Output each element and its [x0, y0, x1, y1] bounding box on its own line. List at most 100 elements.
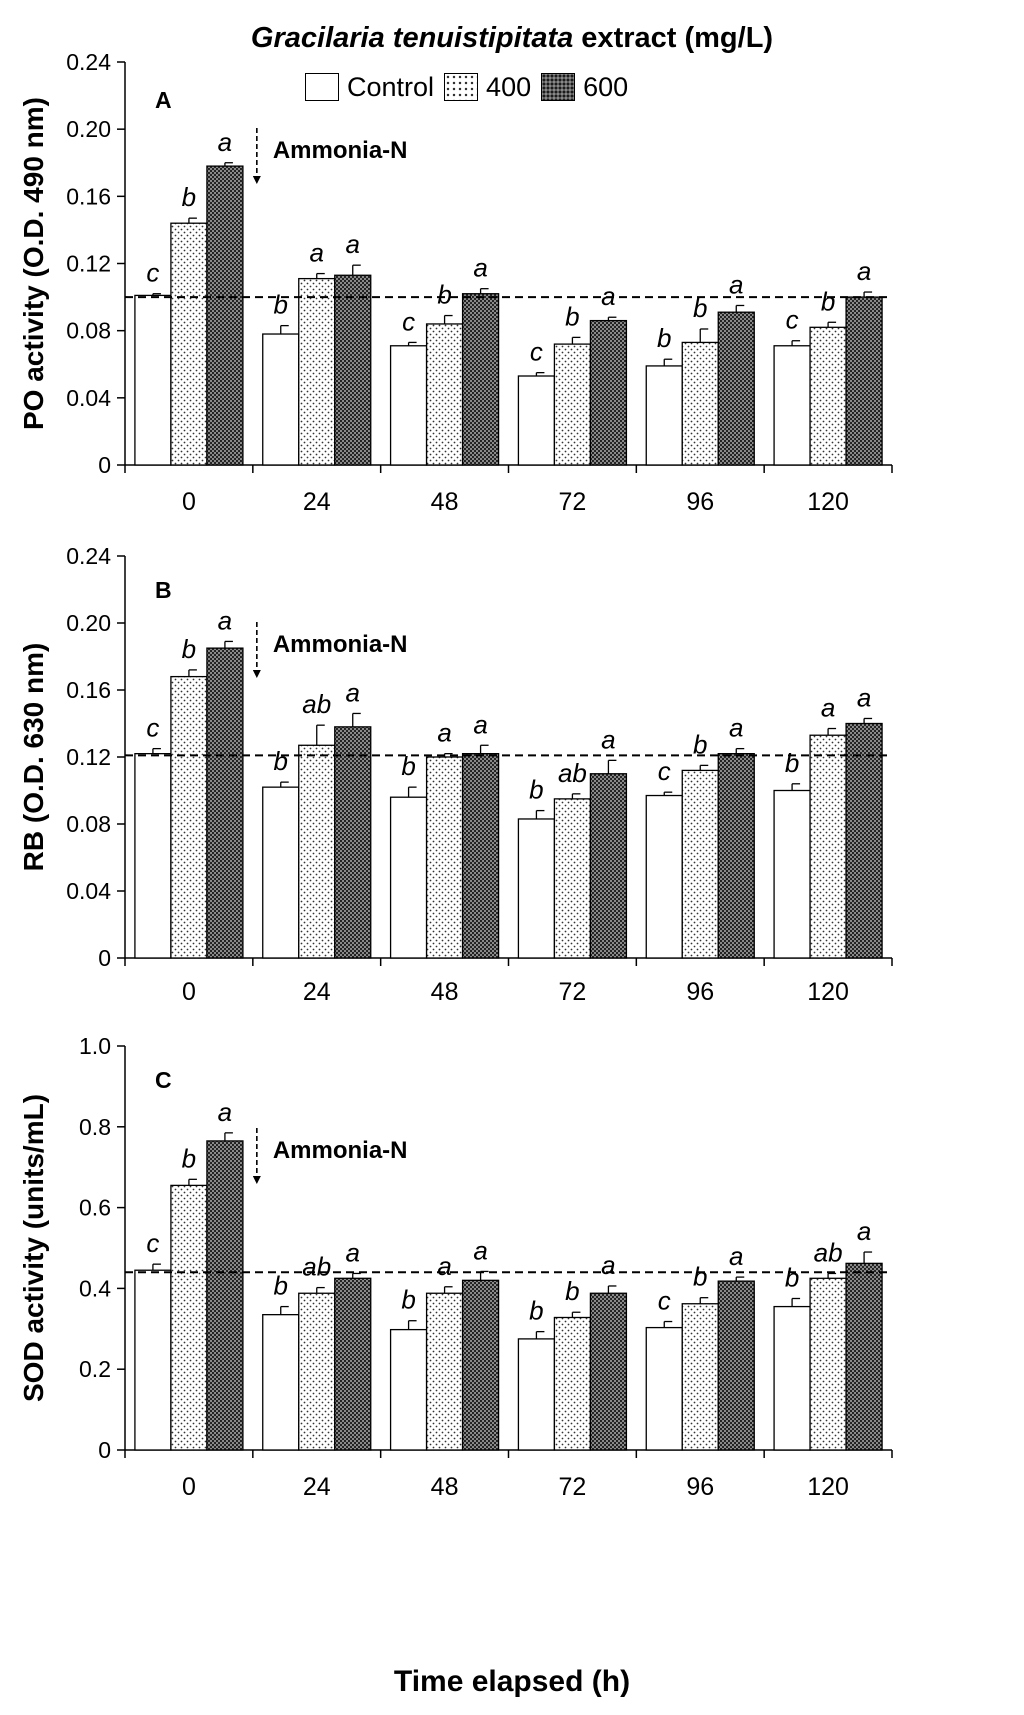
y-tick-label: 0.16 — [66, 183, 111, 209]
significance-letter: b — [182, 182, 196, 212]
significance-letter: b — [274, 746, 288, 776]
significance-letter: a — [601, 1250, 615, 1280]
significance-letter: b — [529, 775, 543, 805]
significance-letter: a — [310, 238, 324, 268]
significance-letter: b — [529, 1296, 543, 1326]
y-tick-label: 0.4 — [79, 1275, 111, 1301]
significance-letter: c — [146, 1228, 159, 1258]
bar-600 — [334, 1277, 372, 1451]
x-tick-label: 72 — [559, 1473, 587, 1501]
bar-600 — [845, 296, 883, 466]
x-tick-label: 0 — [182, 1473, 196, 1501]
significance-letter: a — [729, 713, 743, 743]
y-tick-label: 0.12 — [66, 251, 111, 277]
significance-letter: c — [786, 305, 799, 335]
y-tick-label: 0.24 — [66, 49, 111, 75]
bar-control — [389, 796, 428, 959]
bar-control — [134, 294, 172, 466]
bar-400 — [681, 769, 719, 959]
y-tick-label: 0.12 — [66, 744, 111, 770]
y-tick-label: 0 — [98, 452, 111, 478]
significance-letter: a — [218, 127, 232, 157]
bar-control — [262, 786, 300, 959]
title-species: Gracilaria tenuistipitata — [250, 22, 574, 54]
significance-letter: b — [657, 323, 671, 353]
bar-600 — [206, 165, 244, 466]
significance-letter: c — [402, 306, 415, 336]
legend-item-400: 400 — [444, 72, 531, 103]
y-tick-label: 0.8 — [79, 1114, 111, 1140]
y-tick-label: 0 — [98, 1437, 111, 1463]
bar-control — [262, 333, 300, 466]
significance-letter: b — [274, 1271, 288, 1301]
x-tick-label: 48 — [431, 978, 459, 1006]
bar-400 — [425, 756, 464, 959]
bar-control — [773, 1305, 811, 1451]
bar-control — [389, 345, 428, 466]
bar-400 — [298, 744, 336, 959]
bar-400 — [809, 734, 847, 959]
significance-letter: b — [182, 1143, 196, 1173]
significance-letter: ab — [814, 1237, 843, 1267]
significance-letter: a — [857, 256, 871, 286]
bar-600 — [589, 1292, 628, 1451]
legend-label-400: 400 — [486, 71, 532, 102]
bar-control — [262, 1314, 300, 1451]
legend-label-control: Control — [347, 71, 435, 102]
x-tick-label: 96 — [686, 978, 714, 1006]
bar-control — [134, 753, 172, 959]
legend: Control 400 600 — [305, 70, 638, 104]
significance-letter: b — [182, 634, 196, 664]
significance-letter: a — [346, 1237, 360, 1267]
x-tick-label: 72 — [559, 488, 587, 516]
y-tick-label: 1.0 — [79, 1033, 111, 1059]
y-tick-label: 0.20 — [66, 116, 111, 142]
x-tick-label: 48 — [431, 1473, 459, 1501]
legend-swatch-400 — [444, 73, 479, 101]
bar-600 — [589, 319, 628, 466]
bar-600 — [845, 722, 883, 959]
bar-400 — [170, 1184, 208, 1451]
y-tick-label: 0.24 — [66, 543, 111, 569]
x-tick-label: 120 — [807, 978, 849, 1006]
bar-400 — [553, 798, 592, 959]
significance-letter: b — [401, 751, 415, 781]
bar-600 — [461, 293, 500, 466]
panel-label: C — [155, 1067, 172, 1093]
bar-600 — [717, 753, 755, 959]
y-tick-label: 0.04 — [66, 385, 111, 411]
bar-600 — [717, 311, 755, 466]
bar-control — [134, 1269, 172, 1451]
panel-label: B — [155, 577, 172, 603]
bar-600 — [845, 1262, 883, 1451]
y-tick-label: 0.08 — [66, 811, 111, 837]
bar-control — [645, 794, 683, 959]
significance-letter: a — [857, 682, 871, 712]
bar-control — [517, 1338, 556, 1451]
bar-400 — [553, 1316, 592, 1451]
y-tick-label: 0.08 — [66, 318, 111, 344]
bar-400 — [809, 1277, 847, 1451]
significance-letter: a — [473, 1235, 487, 1265]
significance-letter: a — [346, 677, 360, 707]
y-tick-label: 0.16 — [66, 677, 111, 703]
y-tick-label: 0.6 — [79, 1195, 111, 1221]
bar-400 — [170, 675, 208, 959]
bar-600 — [206, 647, 244, 959]
bar-control — [517, 818, 556, 959]
y-tick-label: 0.04 — [66, 878, 111, 904]
x-tick-label: 96 — [686, 1473, 714, 1501]
significance-letter: ab — [302, 689, 331, 719]
significance-letter: a — [473, 253, 487, 283]
legend-swatch-control — [305, 73, 339, 101]
bar-control — [517, 375, 556, 466]
panel-label: A — [155, 87, 172, 113]
significance-letter: a — [857, 1216, 871, 1246]
x-tick-label: 72 — [559, 978, 587, 1006]
significance-letter: b — [437, 280, 451, 310]
significance-letter: ab — [302, 1252, 331, 1282]
figure-title: Gracilaria tenuistipitata extract (mg/L) — [0, 22, 1024, 55]
bar-400 — [298, 277, 336, 466]
